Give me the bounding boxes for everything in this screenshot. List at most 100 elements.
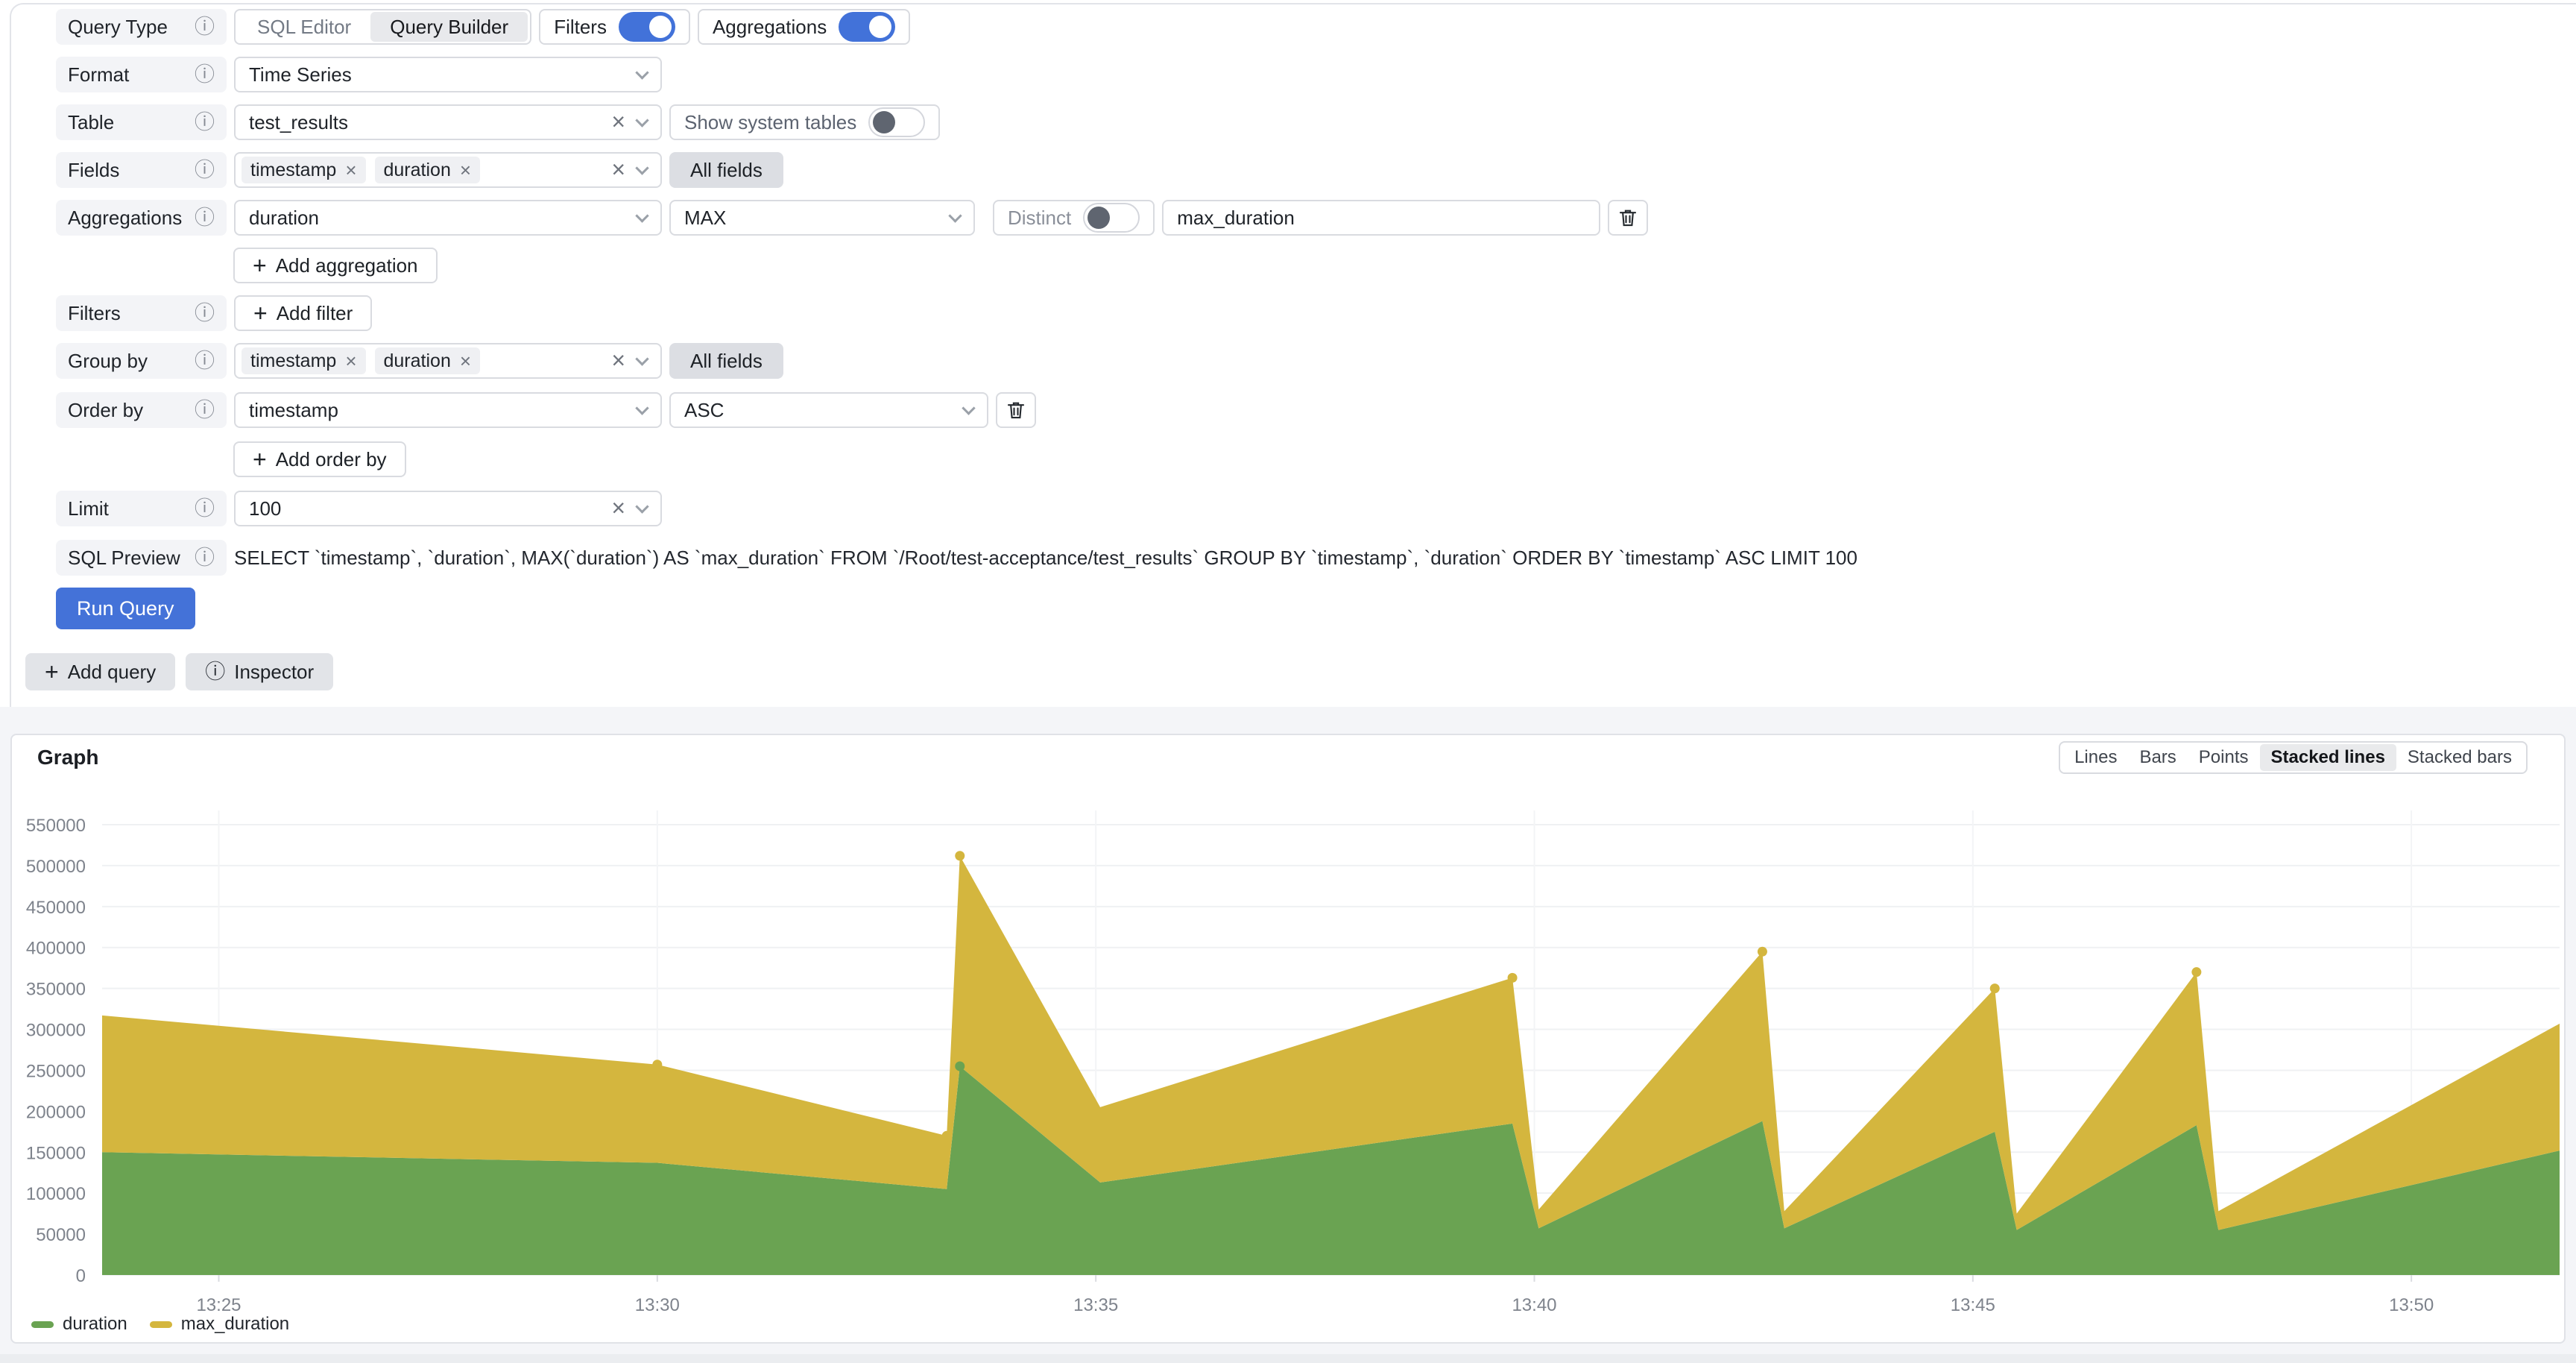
inspector-label: Inspector: [234, 660, 315, 683]
add-aggregation-button[interactable]: + Add aggregation: [233, 248, 438, 283]
tab-sql-editor[interactable]: SQL Editor: [257, 15, 352, 38]
y-axis-tick-label: 0: [76, 1266, 86, 1286]
query-editor-section: Query Type ⓘ SQL Editor Query Builder Fi…: [0, 0, 2576, 707]
order-by-direction-select[interactable]: ASC: [669, 392, 988, 428]
filters-toggle-group: Filters: [539, 9, 690, 45]
x-axis-tick-label: 13:25: [196, 1295, 241, 1315]
fields-all-fields-button[interactable]: All fields: [669, 152, 783, 188]
remove-chip-icon[interactable]: ×: [459, 349, 472, 372]
legend-swatch-max-duration: [149, 1320, 172, 1328]
chevron-down-icon: [635, 160, 649, 175]
clear-icon[interactable]: ×: [611, 108, 625, 136]
run-query-button[interactable]: Run Query: [56, 588, 195, 629]
tab-query-builder[interactable]: Query Builder: [370, 12, 528, 42]
sql-preview-label: SQL Preview: [68, 546, 180, 569]
info-icon: ⓘ: [205, 660, 226, 683]
remove-aggregation-button[interactable]: [1608, 200, 1649, 236]
graph-panel: Graph Lines Bars Points Stacked lines St…: [10, 734, 2566, 1344]
group-by-all-fields-button[interactable]: All fields: [669, 343, 783, 379]
fields-multiselect[interactable]: timestamp × duration × ×: [234, 152, 662, 188]
info-icon[interactable]: ⓘ: [195, 206, 215, 229]
show-system-tables-group: Show system tables: [669, 104, 941, 140]
info-icon[interactable]: ⓘ: [195, 349, 215, 372]
query-type-label-pill: Query Type ⓘ: [56, 9, 227, 45]
tab-lines[interactable]: Lines: [2074, 747, 2118, 767]
distinct-toggle[interactable]: [1083, 203, 1140, 233]
order-by-column-value: timestamp: [249, 398, 338, 421]
group-by-label: Group by: [68, 349, 148, 372]
chevron-down-icon: [635, 113, 649, 128]
info-icon[interactable]: ⓘ: [195, 497, 215, 520]
y-axis-tick-label: 400000: [26, 939, 86, 959]
query-type-label: Query Type: [68, 15, 168, 38]
filters-toggle[interactable]: [618, 12, 675, 42]
y-axis-tick-label: 50000: [36, 1225, 86, 1245]
query-type-segmented-control: SQL Editor Query Builder: [234, 9, 532, 45]
add-query-label: Add query: [67, 660, 157, 683]
chevron-down-icon: [635, 351, 649, 366]
tab-stacked-lines[interactable]: Stacked lines: [2259, 744, 2396, 771]
chip-label: timestamp: [250, 350, 337, 371]
group-by-multiselect[interactable]: timestamp × duration × ×: [234, 343, 662, 379]
y-axis-tick-label: 500000: [26, 857, 86, 877]
chip-label: timestamp: [250, 159, 337, 180]
chevron-down-icon: [962, 400, 976, 415]
aggregations-toggle[interactable]: [839, 12, 896, 42]
clear-icon[interactable]: ×: [611, 347, 625, 374]
table-select[interactable]: test_results ×: [234, 104, 662, 140]
tab-bars[interactable]: Bars: [2139, 747, 2176, 767]
info-icon[interactable]: ⓘ: [195, 110, 215, 133]
format-select[interactable]: Time Series: [234, 57, 662, 92]
add-order-by-button[interactable]: + Add order by: [233, 441, 406, 477]
point-marker-max_duration: [2191, 967, 2202, 978]
y-axis-tick-label: 150000: [26, 1143, 86, 1163]
clear-icon[interactable]: ×: [611, 156, 625, 183]
tab-points[interactable]: Points: [2198, 747, 2249, 767]
plus-icon: +: [253, 252, 267, 279]
remove-chip-icon[interactable]: ×: [459, 158, 472, 181]
remove-order-by-button[interactable]: [996, 392, 1036, 428]
plus-icon: +: [253, 300, 268, 327]
clear-icon[interactable]: ×: [611, 494, 625, 522]
info-icon[interactable]: ⓘ: [195, 546, 215, 569]
info-icon[interactable]: ⓘ: [195, 15, 215, 38]
format-label: Format: [68, 63, 130, 86]
limit-select[interactable]: 100 ×: [234, 491, 662, 526]
order-by-label-pill: Order by ⓘ: [56, 392, 227, 428]
limit-label: Limit: [68, 497, 109, 520]
limit-value: 100: [249, 497, 282, 520]
distinct-label: Distinct: [1008, 206, 1072, 229]
info-icon[interactable]: ⓘ: [195, 63, 215, 86]
tab-stacked-bars[interactable]: Stacked bars: [2407, 747, 2512, 767]
info-icon[interactable]: ⓘ: [195, 158, 215, 181]
order-by-column-select[interactable]: timestamp: [234, 392, 662, 428]
y-axis-tick-label: 350000: [26, 980, 86, 1000]
x-axis-tick-label: 13:50: [2389, 1295, 2434, 1315]
point-marker-max_duration: [1989, 983, 2000, 994]
panel-title: Graph: [37, 746, 99, 769]
legend-label: max_duration: [180, 1314, 290, 1334]
show-system-tables-label: Show system tables: [684, 110, 857, 133]
chevron-down-icon: [635, 208, 649, 223]
toggle-knob: [648, 16, 672, 38]
aggregations-label-pill: Aggregations ⓘ: [56, 200, 227, 236]
y-axis-tick-label: 300000: [26, 1021, 86, 1041]
aggregation-function-select[interactable]: MAX: [669, 200, 975, 236]
remove-chip-icon[interactable]: ×: [345, 349, 357, 372]
trash-icon: [1620, 210, 1637, 227]
aggregation-alias-input[interactable]: [1162, 200, 1601, 236]
table-label: Table: [68, 110, 115, 133]
aggregation-column-select[interactable]: duration: [234, 200, 662, 236]
info-icon[interactable]: ⓘ: [195, 301, 215, 324]
info-icon[interactable]: ⓘ: [195, 398, 215, 421]
stacked-area-chart: 0 50000 100000 150000 200000 250000 300000 3500…: [26, 810, 2560, 1315]
legend-item-max-duration[interactable]: max_duration: [149, 1314, 290, 1335]
x-axis-tick-label: 13:40: [1512, 1295, 1556, 1315]
inspector-button[interactable]: ⓘ Inspector: [186, 653, 334, 690]
add-query-button[interactable]: + Add query: [25, 653, 176, 690]
legend-item-duration[interactable]: duration: [31, 1314, 127, 1335]
show-system-tables-toggle[interactable]: [868, 107, 926, 137]
add-filter-button[interactable]: + Add filter: [234, 295, 373, 331]
remove-chip-icon[interactable]: ×: [345, 158, 357, 181]
point-marker-max_duration: [1507, 972, 1518, 983]
